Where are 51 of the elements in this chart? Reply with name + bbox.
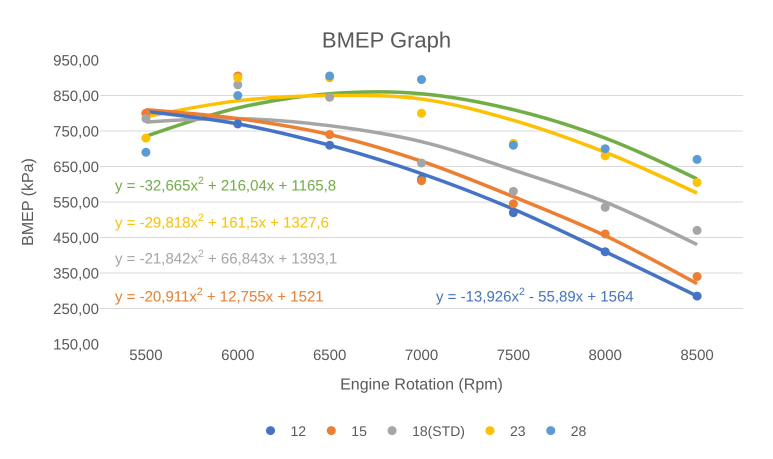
point	[692, 154, 702, 164]
point	[417, 108, 426, 118]
y-tick-label: 650,00	[53, 158, 99, 176]
y-tick-label: 350,00	[53, 265, 99, 282]
x-tick-label: 8500	[680, 347, 714, 364]
x-tick-label: 5500	[129, 347, 163, 364]
y-tick-label: 450,00	[53, 230, 99, 247]
annotation: y = -13,926x$^{2}$ - 55,89x + 1564	[436, 286, 634, 306]
chart-title: BMEP Graph	[322, 28, 452, 53]
annotation: y = -29,818x$^{2}$ + 161,5x + 1327,6	[115, 212, 329, 232]
x-tick-label: 7000	[404, 347, 438, 364]
y-tick-label: 150,00	[53, 336, 99, 354]
legend-label: 23	[510, 423, 526, 440]
point	[508, 186, 518, 196]
point	[600, 229, 610, 238]
point	[692, 226, 702, 235]
point	[141, 134, 150, 143]
point	[233, 91, 242, 100]
point	[325, 140, 334, 150]
y-axis-title: BMEP (kPa)	[20, 158, 38, 246]
point	[692, 272, 702, 282]
annotation: y = -32,665x$^{2}$ + 216,04x + 1165,8	[115, 175, 336, 194]
point	[600, 202, 610, 212]
legend-label: 12	[290, 423, 306, 440]
point	[508, 199, 518, 208]
point	[692, 292, 702, 301]
legend-label: 18(STD)	[412, 423, 465, 440]
x-tick-label: 6000	[221, 347, 254, 364]
point	[325, 92, 334, 102]
x-axis-title: Engine Rotation (Rpm)	[340, 376, 503, 394]
x-tick-label: 6500	[312, 347, 346, 364]
y-tick-label: 850,00	[53, 88, 99, 105]
point	[141, 148, 150, 157]
y-tick-label: 950,00	[53, 52, 99, 70]
point	[233, 119, 242, 128]
y-tick-label: 750,00	[53, 123, 99, 140]
legend-label: 28	[570, 423, 587, 440]
point	[600, 144, 610, 154]
annotation: y = -20,911x$^{2}$ + 12,755x + 1521	[115, 286, 324, 306]
x-tick-label: 7500	[496, 347, 530, 364]
y-tick-label: 550,00	[53, 194, 99, 212]
annotation: y = -21,842x$^{2}$ + 66,843x + 1393,1	[115, 248, 338, 268]
point	[325, 130, 334, 140]
legend-label: 15	[351, 423, 368, 440]
x-tick-label: 8000	[588, 347, 622, 364]
point	[417, 75, 426, 84]
y-tick-label: 250,00	[53, 300, 99, 318]
point	[600, 247, 610, 256]
point	[141, 114, 150, 124]
point	[692, 178, 702, 187]
point	[417, 158, 426, 168]
